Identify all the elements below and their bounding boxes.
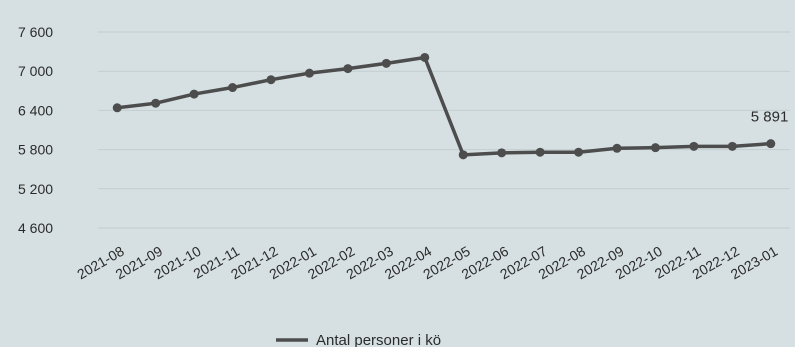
series-antal-personer bbox=[112, 52, 776, 160]
data-point bbox=[458, 150, 468, 160]
grid-lines bbox=[98, 31, 790, 229]
legend: Antal personer i kö bbox=[276, 332, 441, 347]
y-tick-label: 7 600 bbox=[18, 24, 53, 40]
data-point bbox=[228, 83, 238, 93]
data-point bbox=[189, 89, 199, 99]
data-point bbox=[650, 143, 660, 153]
data-point bbox=[304, 68, 314, 78]
y-tick-label: 7 000 bbox=[18, 63, 53, 79]
data-point bbox=[689, 141, 699, 151]
data-point bbox=[727, 141, 737, 151]
data-point bbox=[766, 139, 776, 149]
data-point bbox=[343, 64, 353, 74]
y-tick-label: 5 200 bbox=[18, 181, 53, 197]
data-point bbox=[151, 98, 161, 108]
data-point bbox=[535, 147, 545, 157]
legend-label: Antal personer i kö bbox=[316, 332, 441, 347]
series-line bbox=[117, 55, 771, 157]
data-point bbox=[112, 103, 122, 113]
y-axis-ticks: 7 600 7 000 6 400 5 800 5 200 4 600 bbox=[18, 24, 53, 236]
data-label: 5 891 bbox=[751, 109, 789, 126]
y-tick-label: 6 400 bbox=[18, 102, 53, 118]
y-tick-label: 5 800 bbox=[18, 142, 53, 158]
data-point bbox=[497, 148, 507, 158]
data-point bbox=[381, 58, 391, 68]
data-point bbox=[574, 147, 584, 157]
data-point bbox=[420, 52, 430, 62]
data-labels: 5 891 bbox=[751, 109, 789, 126]
data-point bbox=[266, 75, 276, 85]
x-axis-ticks: 2021-082021-092021-102021-112021-122022-… bbox=[74, 243, 780, 283]
y-tick-label: 4 600 bbox=[18, 220, 53, 236]
data-point bbox=[612, 143, 622, 153]
